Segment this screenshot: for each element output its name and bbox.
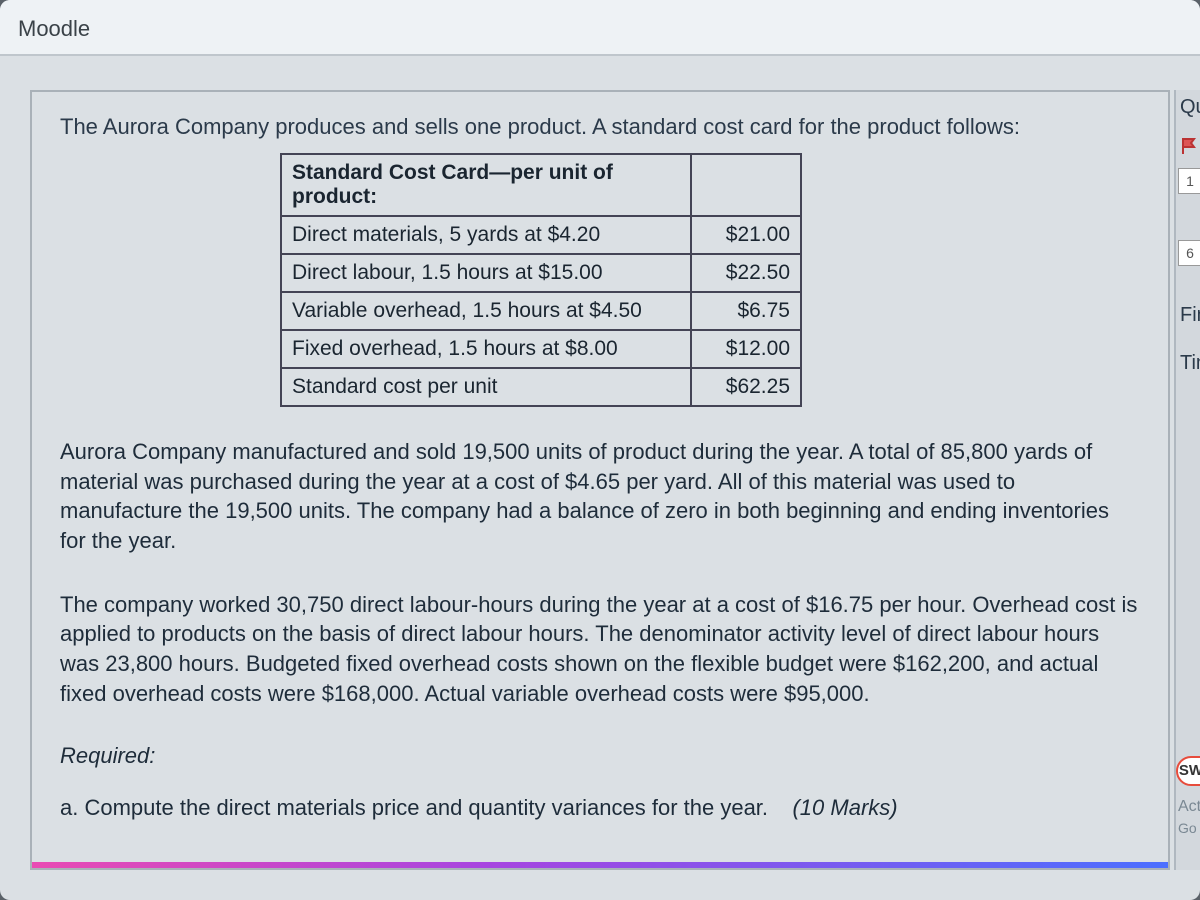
flag-icon[interactable]: [1180, 136, 1200, 156]
cost-card-table: Standard Cost Card—per unit of product: …: [280, 153, 802, 407]
table-cell-value: $62.25: [691, 368, 801, 406]
table-cell-value: $21.00: [691, 216, 801, 254]
sw-badge[interactable]: SW: [1176, 756, 1200, 786]
table-row: Fixed overhead, 1.5 hours at $8.00 $12.0…: [281, 330, 801, 368]
table-cell-value: $22.50: [691, 254, 801, 292]
question-a: a. Compute the direct materials price an…: [60, 795, 1140, 821]
table-cell-value: $6.75: [691, 292, 801, 330]
cost-card-table-wrap: Standard Cost Card—per unit of product: …: [280, 153, 1140, 407]
paragraph-1: Aurora Company manufactured and sold 19,…: [60, 437, 1140, 556]
table-row: Standard cost per unit $62.25: [281, 368, 801, 406]
frag-finish[interactable]: Fin: [1180, 304, 1200, 327]
question-a-marks: (10 Marks): [792, 795, 897, 820]
paragraph-2: The company worked 30,750 direct labour-…: [60, 590, 1140, 709]
bottom-accent-bar: [32, 862, 1168, 868]
right-sidebar-cutoff: Qu 1 6 Fin Tim SW Activa Go to PC: [1174, 90, 1200, 870]
nav-box-1[interactable]: 1: [1178, 168, 1200, 194]
activate-windows-text: Activa: [1178, 798, 1200, 816]
table-header: Standard Cost Card—per unit of product:: [281, 154, 691, 216]
frag-time: Tim: [1180, 352, 1200, 375]
nav-box-2[interactable]: 6: [1178, 240, 1200, 266]
browser-tab-bar: Moodle: [0, 0, 1200, 56]
intro-text: The Aurora Company produces and sells on…: [60, 110, 1140, 143]
table-cell-label: Fixed overhead, 1.5 hours at $8.00: [281, 330, 691, 368]
table-cell-label: Direct labour, 1.5 hours at $15.00: [281, 254, 691, 292]
question-a-text: a. Compute the direct materials price an…: [60, 795, 768, 820]
tab-title[interactable]: Moodle: [18, 16, 90, 41]
goto-settings-text: Go to PC: [1178, 820, 1200, 836]
table-row: Direct labour, 1.5 hours at $15.00 $22.5…: [281, 254, 801, 292]
frag-question: Qu: [1180, 96, 1200, 119]
table-row: Variable overhead, 1.5 hours at $4.50 $6…: [281, 292, 801, 330]
table-cell-label: Standard cost per unit: [281, 368, 691, 406]
table-row: Direct materials, 5 yards at $4.20 $21.0…: [281, 216, 801, 254]
question-content: The Aurora Company produces and sells on…: [30, 90, 1170, 870]
table-cell-label: Variable overhead, 1.5 hours at $4.50: [281, 292, 691, 330]
table-cell-empty: [691, 154, 801, 216]
table-row: Standard Cost Card—per unit of product:: [281, 154, 801, 216]
table-cell-value: $12.00: [691, 330, 801, 368]
table-cell-label: Direct materials, 5 yards at $4.20: [281, 216, 691, 254]
required-label: Required:: [60, 743, 1140, 769]
